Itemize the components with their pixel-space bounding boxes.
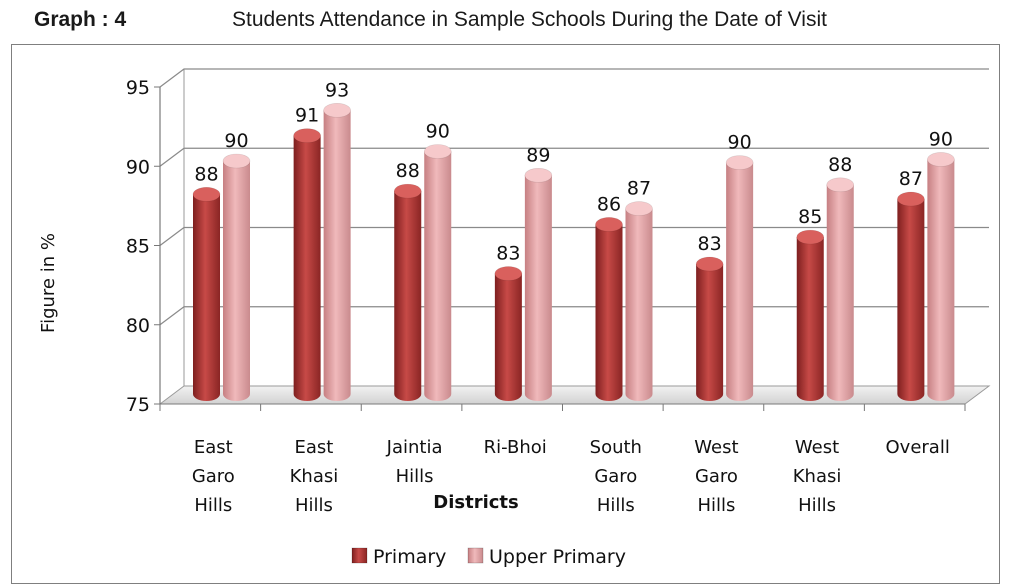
bar-top	[524, 167, 553, 183]
chart-heading: Graph : 4 Students Attendance in Sample …	[0, 0, 1011, 44]
data-label: 90	[224, 130, 248, 152]
y-axis-label: Figure in %	[38, 233, 59, 333]
bar-upper-primary	[725, 155, 754, 402]
bar-body	[625, 208, 653, 402]
chart-floor	[158, 385, 991, 405]
bar-primary	[393, 183, 422, 402]
bar-top	[595, 217, 623, 232]
bar-body	[696, 264, 724, 402]
bar-top	[897, 191, 925, 207]
bar-primary	[293, 128, 321, 402]
data-label: 88	[194, 163, 218, 185]
data-label: 93	[325, 79, 349, 101]
bar-top	[796, 229, 825, 245]
legend-swatch	[467, 547, 484, 564]
x-axis-label: Districts	[433, 492, 518, 513]
bar-primary	[192, 186, 221, 402]
data-label: 83	[496, 243, 520, 265]
bar-top	[222, 153, 251, 169]
bar-primary	[796, 229, 825, 402]
bar-primary	[595, 217, 623, 402]
y-tick-label: 95	[126, 77, 150, 99]
data-label: 91	[295, 105, 319, 127]
bar-upper-primary	[826, 177, 855, 402]
x-category-label: South Garo Hills	[590, 437, 642, 516]
data-label: 89	[526, 144, 550, 166]
bar-top	[826, 177, 855, 193]
gridlines	[158, 68, 991, 405]
bar-body	[897, 199, 925, 402]
bar-body	[293, 135, 321, 402]
data-label: 88	[396, 160, 420, 182]
gridline	[159, 68, 989, 88]
bar-body	[323, 110, 351, 402]
legend-label: Upper Primary	[489, 546, 626, 568]
bar-body	[494, 273, 522, 402]
bar-upper-primary	[524, 167, 553, 402]
bar-top	[927, 152, 955, 167]
x-category-label: East Garo Hills	[192, 437, 235, 516]
x-category-label: Ri-Bhoi	[484, 437, 547, 458]
gridline	[159, 226, 989, 246]
bar-top	[423, 144, 452, 159]
chart-title: Students Attendance in Sample Schools Du…	[232, 8, 827, 31]
bar-top	[393, 183, 422, 199]
bar-body	[927, 159, 955, 402]
data-label: 90	[929, 128, 953, 150]
bar-body	[796, 237, 824, 402]
y-tick-label: 85	[126, 236, 150, 258]
x-category-label: Overall	[886, 437, 950, 458]
gridline	[159, 147, 989, 167]
data-label: 87	[627, 178, 651, 200]
legend-item-upper-primary: Upper Primary	[467, 546, 626, 568]
data-label: 90	[728, 132, 752, 154]
bar-primary	[494, 266, 523, 402]
axes: 75 80 85 90 95 East Garo Hills East Khasi Hills Jai…	[126, 77, 966, 516]
bar-primary	[897, 191, 925, 402]
data-label: 83	[698, 233, 722, 255]
data-label: 86	[597, 193, 621, 215]
bar-top	[625, 201, 653, 216]
bar-body	[223, 161, 250, 402]
legend-label: Primary	[373, 546, 446, 568]
y-tick-label: 90	[126, 156, 150, 178]
bar-body	[394, 191, 422, 402]
bar-top	[293, 128, 321, 143]
y-tick-label: 80	[126, 315, 150, 337]
legend-swatch	[351, 547, 368, 564]
bar-body	[726, 162, 754, 402]
bar-top	[725, 155, 754, 170]
legend: Primary Upper Primary	[351, 546, 626, 568]
bar-top	[494, 266, 523, 281]
bar-upper-primary	[625, 201, 653, 402]
data-label: 88	[828, 154, 852, 176]
bar-primary	[695, 256, 724, 402]
bar-top	[695, 256, 724, 272]
data-label: 90	[426, 120, 450, 142]
bar-top	[192, 186, 221, 202]
bar-top	[323, 102, 351, 118]
x-category-label: East Khasi Hills	[290, 437, 339, 516]
x-category-label: West Khasi Hills	[793, 437, 842, 516]
bar-upper-primary	[323, 102, 351, 402]
bar-upper-primary	[927, 152, 955, 402]
gridline	[159, 306, 989, 326]
bars	[192, 102, 955, 402]
bar-body	[424, 151, 452, 402]
legend-item-primary: Primary	[351, 546, 446, 568]
bar-upper-primary	[222, 153, 251, 402]
bar-body	[524, 175, 552, 402]
bar-body	[826, 184, 854, 402]
x-category-label: Jaintia Hills	[386, 437, 443, 487]
bar-body	[193, 194, 220, 402]
data-label: 87	[899, 168, 923, 190]
x-category-label: West Garo Hills	[694, 437, 738, 516]
data-labels: 88 90 91 93 88 90 83 89 86 87 83 90 85 88 87 90	[194, 79, 953, 264]
graph-number: Graph : 4	[34, 8, 127, 31]
data-label: 85	[798, 206, 822, 228]
bar-body	[595, 224, 623, 402]
y-tick-label: 75	[126, 394, 150, 416]
bar-upper-primary	[423, 144, 452, 402]
